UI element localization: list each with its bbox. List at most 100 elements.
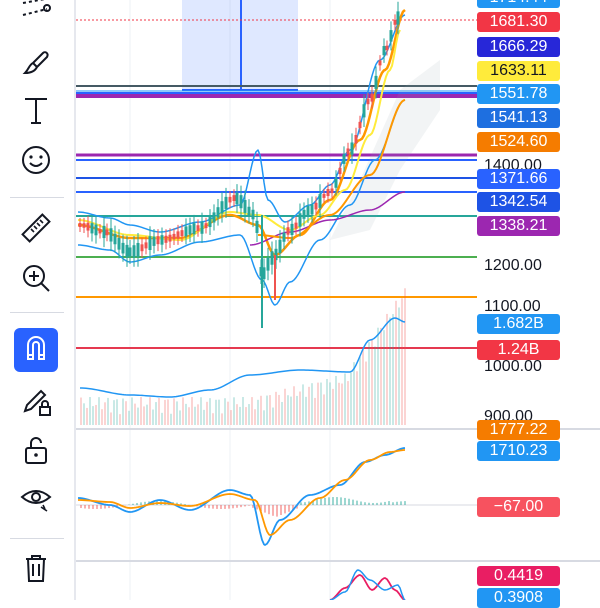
lock-drawings-tool[interactable] [12, 384, 60, 424]
candle-body [149, 236, 152, 250]
macd-histogram-bar [360, 502, 362, 505]
candle-body [347, 148, 350, 153]
candle-body [327, 189, 330, 196]
trash-icon [19, 551, 53, 590]
volume-bar [176, 401, 178, 425]
macd-histogram-bar [236, 505, 238, 508]
candle-body [252, 210, 255, 220]
magnet-icon [19, 331, 53, 370]
candle-body [177, 231, 180, 238]
volume-bar [398, 307, 400, 425]
remove-drawings-tool[interactable] [12, 550, 60, 590]
candle-body [197, 225, 200, 231]
volume-bar [101, 409, 103, 425]
hide-drawings-tool[interactable] [12, 480, 60, 520]
volume-bar [326, 379, 328, 425]
brush-tool[interactable] [12, 44, 60, 84]
volume-bar [269, 395, 271, 425]
volume-bar [272, 408, 274, 425]
eye-icon [19, 481, 53, 520]
candle-body [185, 226, 188, 236]
candle-body [153, 237, 156, 246]
volume-bar [152, 410, 154, 425]
macd-histogram-bar [288, 505, 290, 512]
volume-bar [182, 397, 184, 425]
volume-bar [221, 413, 223, 425]
ruler-tool[interactable] [12, 210, 60, 250]
candle-body [122, 243, 125, 254]
candle-body [213, 212, 216, 222]
ruler-icon [19, 211, 53, 250]
volume-bar [212, 413, 214, 425]
volume-bar [236, 404, 238, 425]
macd-histogram-bar [356, 501, 358, 505]
volume-bar [401, 298, 403, 425]
candle-body [95, 225, 98, 236]
macd-histogram-bar [396, 502, 398, 505]
volume-bar [290, 397, 292, 425]
volume-bar [263, 410, 265, 425]
macd-histogram-bar [96, 505, 98, 509]
zoom-in-tool[interactable] [12, 260, 60, 300]
magnet-tool[interactable] [14, 328, 58, 372]
macd-histogram-bar [228, 505, 230, 509]
price-label-1666: 1666.29 [477, 37, 560, 57]
macd-histogram-bar [232, 505, 234, 508]
candle-body [319, 194, 322, 208]
unlock-tool[interactable] [12, 432, 60, 472]
drawing-toolbar [0, 0, 76, 600]
macd-histogram-bar [324, 498, 326, 505]
macd-histogram-bar [372, 503, 374, 505]
candle-body [110, 228, 113, 241]
volume-bar [170, 414, 172, 425]
candle-body [240, 195, 243, 208]
macd-histogram-bar [284, 505, 286, 513]
candle-body [233, 195, 236, 201]
volume-bar [203, 410, 205, 425]
volume-bar [317, 383, 319, 425]
trend-lines-tool[interactable] [12, 0, 60, 34]
pane-separator[interactable] [76, 560, 600, 562]
candle-body [217, 207, 220, 217]
text-tool[interactable] [12, 92, 60, 132]
macd-histogram-bar [320, 499, 322, 505]
volume-bar [281, 402, 283, 425]
candle-body [126, 245, 129, 258]
unlock-icon [19, 433, 53, 472]
macd-histogram-bar [272, 505, 274, 516]
volume-bar [242, 397, 244, 425]
candle-body [137, 243, 140, 257]
price-label-1633: 1633.11 [477, 61, 560, 81]
candle-body [205, 223, 208, 228]
volume-bar [332, 389, 334, 425]
candle-body [323, 194, 326, 198]
volume-bar [392, 314, 394, 425]
candle-body [169, 235, 172, 242]
macd-histogram-bar [208, 505, 210, 508]
candle-body [279, 240, 282, 253]
macd-histogram-bar [264, 505, 266, 513]
macd-histogram-bar [352, 500, 354, 505]
volume-bar [239, 407, 241, 425]
candle-body [343, 154, 346, 164]
macd-histogram-bar [280, 505, 282, 515]
macd-histogram-bar [376, 503, 378, 505]
price-label-1524: 1524.60 [477, 132, 560, 152]
candle-body [114, 234, 117, 244]
volume-label: 1.682B [477, 314, 560, 334]
macd-signal-label: 1777.22 [477, 420, 560, 440]
price-label-1681: 1681.30 [477, 12, 560, 32]
price-label-1371: 1371.66 [477, 169, 560, 189]
volume-bar [104, 402, 106, 425]
price-label-1541: 1541.13 [477, 108, 560, 128]
emoji-tool[interactable] [12, 142, 60, 182]
volume-bar [311, 383, 313, 425]
volume-bar [173, 398, 175, 425]
volume-bar [359, 357, 361, 425]
macd-histogram-bar [388, 501, 390, 505]
candle-body [83, 223, 86, 228]
volume-bar [383, 330, 385, 425]
volume-bar [257, 400, 259, 425]
volume-bar [98, 397, 100, 425]
volume-bar [314, 398, 316, 425]
